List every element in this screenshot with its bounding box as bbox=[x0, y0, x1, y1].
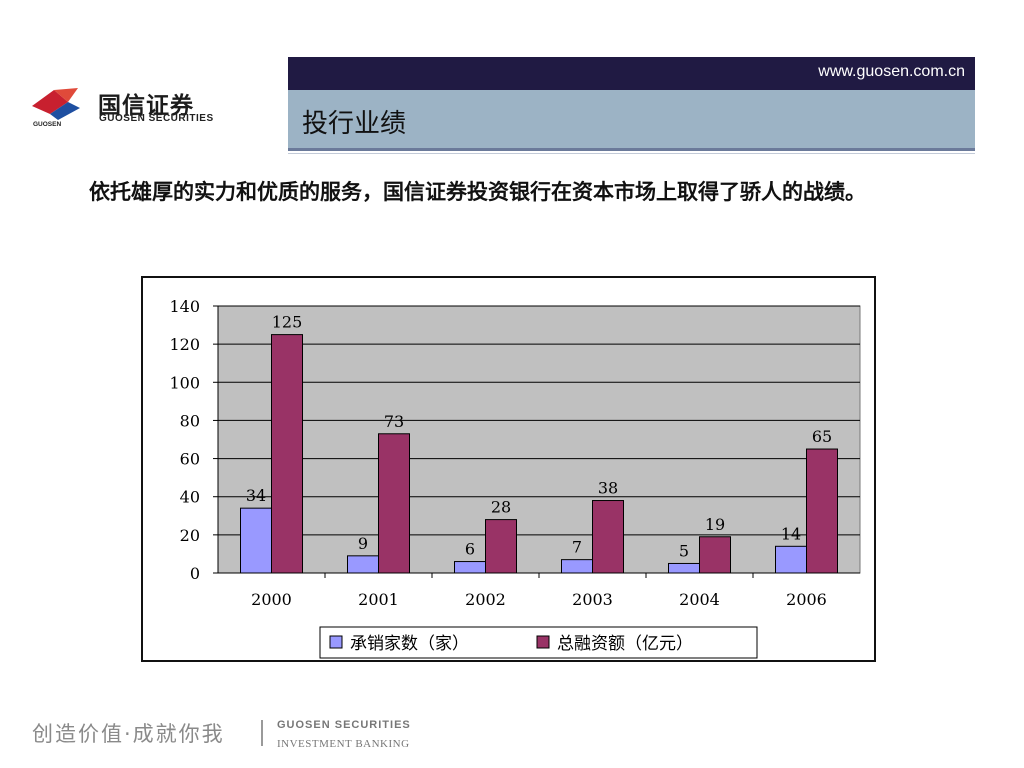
bar-series-1 bbox=[775, 545, 807, 574]
y-tick-label: 100 bbox=[169, 373, 200, 392]
legend-label: 承销家数（家） bbox=[350, 634, 469, 654]
bar-series-1 bbox=[347, 555, 379, 574]
data-label: 9 bbox=[358, 534, 368, 553]
y-tick-label: 80 bbox=[180, 411, 200, 430]
header-banner: www.guosen.com.cn 投行业绩 bbox=[288, 57, 975, 154]
guosen-logo-icon bbox=[32, 88, 80, 120]
bar-series-1 bbox=[240, 507, 272, 574]
y-tick-label: 40 bbox=[180, 488, 200, 507]
bar-series-1 bbox=[454, 561, 486, 574]
x-tick-label: 2006 bbox=[786, 590, 827, 609]
x-tick-label: 2003 bbox=[572, 590, 613, 609]
data-label: 7 bbox=[572, 538, 582, 557]
footer: 创造价值·成就你我 GUOSEN SECURITIES INVESTMENT B… bbox=[32, 716, 532, 756]
data-label: 38 bbox=[598, 479, 618, 498]
y-tick-label: 20 bbox=[180, 526, 200, 545]
bar-series-2 bbox=[592, 500, 624, 574]
logo-small-text: GUOSEN bbox=[33, 121, 62, 128]
legend-swatch-1 bbox=[329, 635, 343, 649]
intro-paragraph: 依托雄厚的实力和优质的服务，国信证券投资银行在资本市场上取得了骄人的战绩。 bbox=[89, 179, 866, 204]
data-label: 6 bbox=[465, 540, 475, 559]
legend-swatch-2 bbox=[536, 635, 550, 649]
footer-division-name: INVESTMENT BANKING bbox=[277, 738, 410, 750]
website-url: www.guosen.com.cn bbox=[818, 63, 965, 80]
data-label: 65 bbox=[812, 427, 832, 446]
banner-top-bar: www.guosen.com.cn bbox=[288, 57, 975, 90]
plot-area bbox=[217, 305, 861, 574]
logo-chinese-name: 国信证券 bbox=[98, 93, 194, 119]
y-tick-label: 140 bbox=[169, 297, 200, 316]
y-tick-label: 0 bbox=[190, 564, 200, 583]
data-label: 5 bbox=[679, 541, 689, 560]
data-label: 34 bbox=[246, 486, 266, 505]
footer-company-name: GUOSEN SECURITIES bbox=[277, 719, 411, 731]
legend-label: 总融资额（亿元） bbox=[557, 634, 693, 654]
data-label: 19 bbox=[705, 515, 725, 534]
data-label: 14 bbox=[781, 524, 801, 543]
bar-series-2 bbox=[699, 536, 731, 574]
footer-slogan: 创造价值·成就你我 bbox=[32, 722, 225, 746]
bar-series-2 bbox=[271, 334, 303, 574]
bar-series-2 bbox=[806, 448, 838, 574]
chart-container: 0 20 40 60 80 100 120 140 34 125 2000 9 73 2001 6 28 200… bbox=[141, 276, 876, 662]
x-tick-label: 2002 bbox=[465, 590, 506, 609]
bar-series-2 bbox=[378, 433, 410, 574]
footer-divider bbox=[261, 720, 263, 746]
page-title: 投行业绩 bbox=[302, 109, 407, 139]
x-tick-label: 2004 bbox=[679, 590, 720, 609]
data-label: 73 bbox=[384, 412, 404, 431]
logo-english-name: GUOSEN SECURITIES bbox=[99, 113, 214, 124]
bar-chart: 0 20 40 60 80 100 120 140 34 125 2000 9 73 2001 6 28 200… bbox=[169, 297, 861, 659]
company-logo: GUOSEN 国信证券 GUOSEN SECURITIES bbox=[28, 82, 238, 132]
bar-series-1 bbox=[668, 562, 700, 574]
y-tick-label: 120 bbox=[169, 335, 200, 354]
banner-divider bbox=[288, 148, 975, 151]
data-label: 125 bbox=[272, 313, 303, 332]
bar-series-2 bbox=[485, 519, 517, 574]
banner-title-bar: 投行业绩 bbox=[288, 90, 975, 148]
bar-series-1 bbox=[561, 559, 593, 574]
y-tick-label: 60 bbox=[180, 450, 200, 469]
banner-divider-thin bbox=[288, 153, 975, 154]
x-tick-label: 2000 bbox=[251, 590, 292, 609]
x-tick-label: 2001 bbox=[358, 590, 399, 609]
data-label: 28 bbox=[491, 498, 511, 517]
